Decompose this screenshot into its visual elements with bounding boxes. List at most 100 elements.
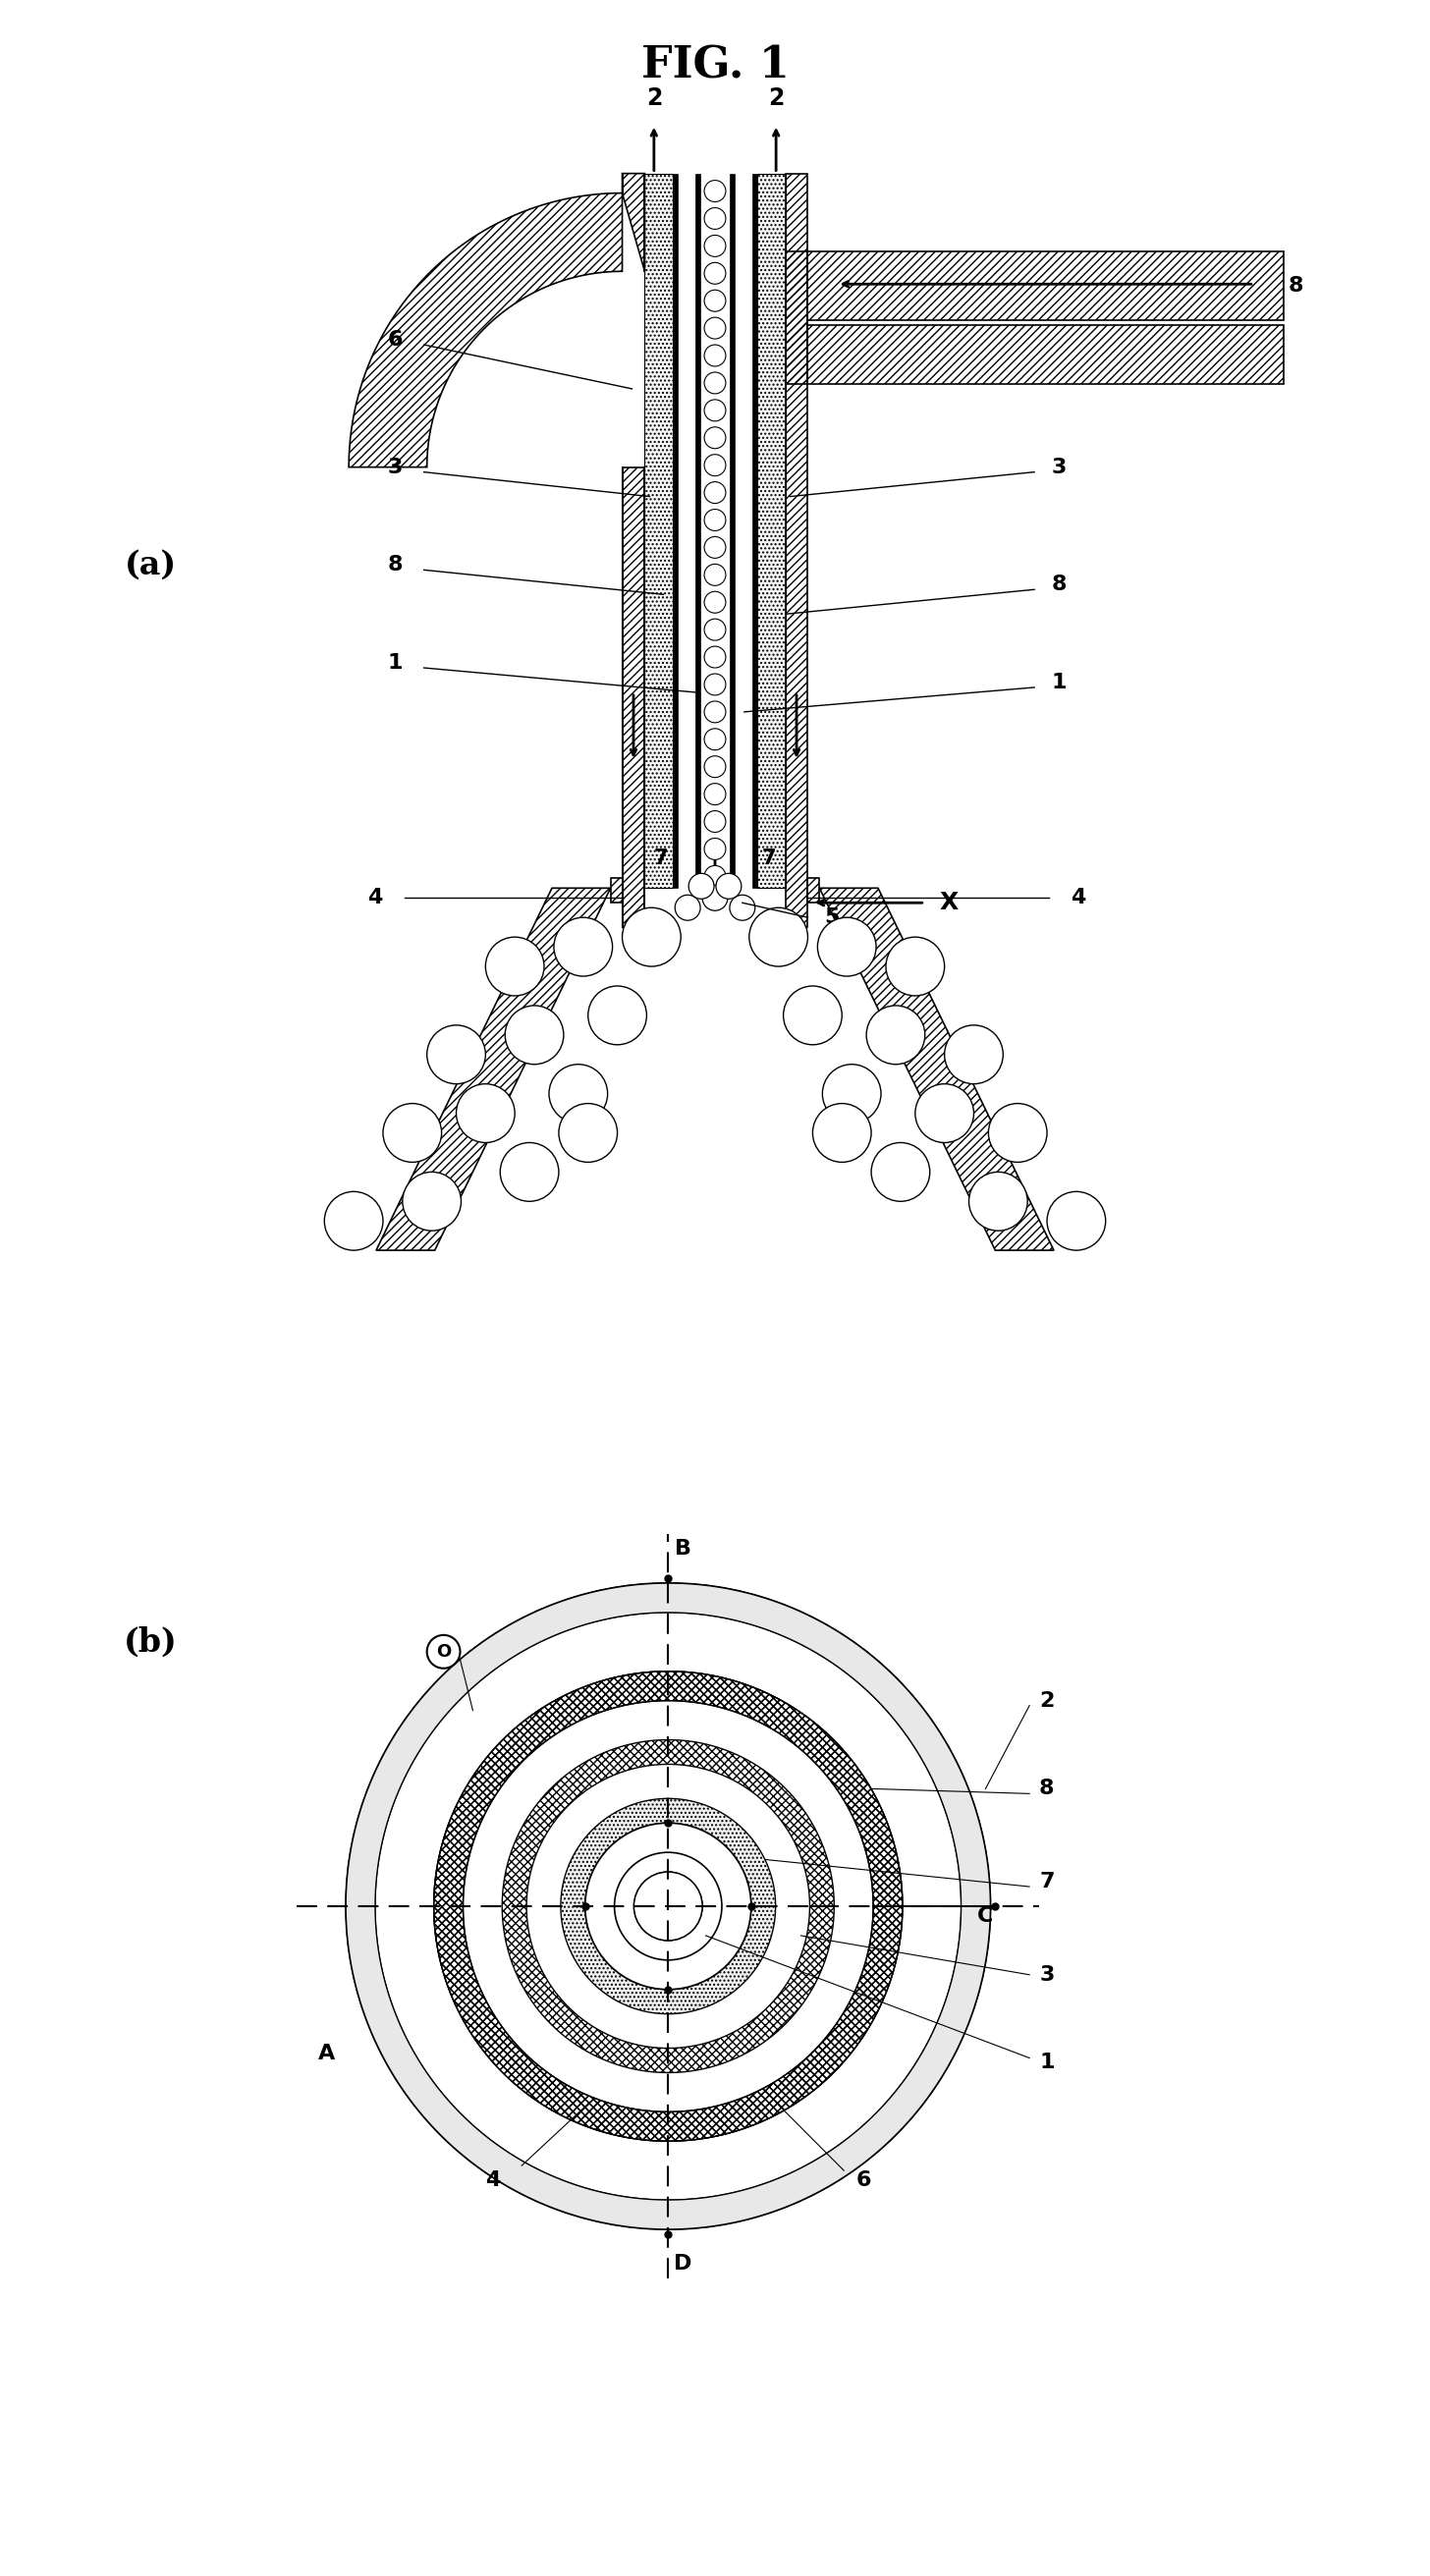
Circle shape: [553, 917, 612, 976]
Circle shape: [716, 873, 741, 899]
Circle shape: [704, 647, 726, 667]
Circle shape: [704, 755, 726, 778]
Circle shape: [970, 1172, 1028, 1231]
Text: 8: 8: [388, 556, 402, 574]
Text: FIG. 1: FIG. 1: [641, 44, 789, 88]
Text: 8: 8: [1288, 276, 1303, 296]
Text: 3: 3: [388, 459, 402, 477]
Circle shape: [704, 811, 726, 832]
Text: 8: 8: [1040, 1780, 1054, 1798]
Text: 3: 3: [1040, 1965, 1054, 1984]
Polygon shape: [375, 1613, 961, 2200]
Circle shape: [463, 1700, 874, 2112]
Circle shape: [585, 1824, 751, 1989]
Circle shape: [704, 399, 726, 420]
Circle shape: [588, 987, 646, 1046]
Circle shape: [622, 907, 681, 966]
Circle shape: [675, 894, 701, 920]
Text: 7: 7: [762, 850, 776, 868]
Text: 4: 4: [485, 2172, 500, 2190]
Circle shape: [704, 428, 726, 448]
Circle shape: [704, 564, 726, 585]
Circle shape: [867, 1005, 925, 1064]
Circle shape: [346, 1584, 991, 2228]
Text: 8: 8: [1051, 574, 1067, 595]
Circle shape: [402, 1172, 460, 1231]
Text: 7: 7: [654, 850, 668, 868]
Polygon shape: [561, 1798, 775, 2014]
Text: 1: 1: [1051, 672, 1067, 693]
Circle shape: [704, 837, 726, 860]
Text: 2: 2: [768, 85, 784, 111]
Polygon shape: [695, 173, 701, 889]
Circle shape: [1047, 1193, 1105, 1249]
Circle shape: [887, 938, 944, 997]
Text: D: D: [674, 2254, 692, 2275]
Circle shape: [702, 886, 728, 909]
Circle shape: [704, 536, 726, 559]
Text: (a): (a): [124, 549, 177, 582]
Polygon shape: [756, 173, 785, 889]
Circle shape: [704, 701, 726, 724]
Circle shape: [526, 1765, 809, 2048]
Polygon shape: [729, 173, 735, 889]
Circle shape: [704, 263, 726, 283]
Text: O: O: [436, 1643, 450, 1662]
Circle shape: [689, 873, 714, 899]
Text: B: B: [675, 1538, 691, 1558]
Circle shape: [633, 1873, 702, 1940]
Polygon shape: [735, 173, 752, 889]
Text: 2: 2: [646, 85, 662, 111]
Circle shape: [704, 510, 726, 531]
Polygon shape: [808, 319, 1283, 325]
Circle shape: [818, 917, 877, 976]
Circle shape: [704, 317, 726, 340]
Circle shape: [704, 592, 726, 613]
Circle shape: [505, 1005, 563, 1064]
Text: X: X: [940, 891, 958, 914]
Circle shape: [456, 1084, 515, 1144]
Circle shape: [559, 1103, 618, 1162]
Circle shape: [704, 675, 726, 696]
Text: A: A: [317, 2043, 335, 2063]
Circle shape: [871, 1144, 929, 1200]
Circle shape: [325, 1193, 383, 1249]
Circle shape: [704, 209, 726, 229]
Circle shape: [704, 291, 726, 312]
Circle shape: [749, 907, 808, 966]
Circle shape: [784, 987, 842, 1046]
Text: 4: 4: [1071, 889, 1085, 907]
Circle shape: [812, 1103, 871, 1162]
Polygon shape: [752, 173, 756, 889]
Circle shape: [704, 453, 726, 477]
Circle shape: [944, 1025, 1002, 1084]
Circle shape: [704, 371, 726, 394]
Text: 3: 3: [1051, 459, 1067, 477]
Text: C: C: [978, 1906, 994, 1927]
Text: 7: 7: [1040, 1873, 1054, 1891]
Circle shape: [428, 1025, 486, 1084]
Circle shape: [500, 1144, 559, 1200]
Text: 6: 6: [855, 2172, 871, 2190]
Circle shape: [704, 783, 726, 804]
Polygon shape: [674, 173, 678, 889]
Circle shape: [704, 345, 726, 366]
Circle shape: [704, 482, 726, 502]
Text: 1: 1: [388, 654, 402, 672]
Circle shape: [486, 938, 543, 997]
Polygon shape: [346, 1584, 991, 2228]
Polygon shape: [678, 173, 695, 889]
Circle shape: [549, 1064, 608, 1123]
Text: (b): (b): [123, 1625, 177, 1659]
Circle shape: [704, 729, 726, 750]
Text: 1: 1: [1040, 2053, 1054, 2074]
Polygon shape: [701, 173, 729, 889]
Circle shape: [704, 180, 726, 201]
Circle shape: [729, 894, 755, 920]
Text: 5: 5: [825, 907, 839, 927]
Text: 2: 2: [1040, 1690, 1054, 1710]
Polygon shape: [645, 173, 674, 889]
Text: 6: 6: [388, 330, 402, 350]
Circle shape: [704, 866, 726, 886]
Circle shape: [383, 1103, 442, 1162]
